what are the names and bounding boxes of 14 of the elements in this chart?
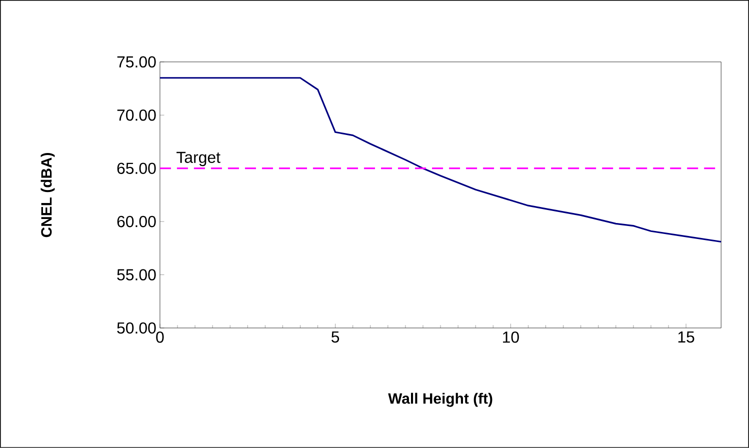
- x-tick-label: 15: [678, 332, 694, 343]
- x-tick-label: 5: [332, 332, 340, 343]
- y-tick-label: 75.00: [117, 56, 156, 68]
- y-tick-label: 50.00: [117, 322, 156, 334]
- x-tick-label: 0: [156, 332, 164, 343]
- y-tick-label: 55.00: [117, 269, 156, 280]
- y-tick-label: 65.00: [117, 162, 156, 174]
- line-series: [159, 77, 722, 243]
- y-axis-title: CNEL (dBA): [40, 152, 55, 238]
- y-tick-label: 70.00: [117, 110, 156, 121]
- x-tick-label: 10: [503, 332, 519, 343]
- ref-line-label: Target: [176, 152, 220, 166]
- x-axis-title: Wall Height (ft): [388, 392, 492, 407]
- y-tick-label: 60.00: [117, 216, 156, 228]
